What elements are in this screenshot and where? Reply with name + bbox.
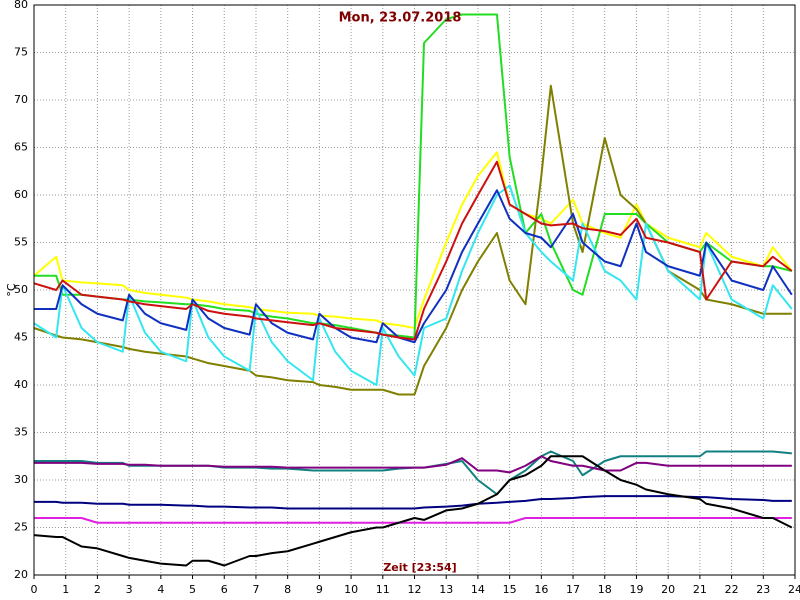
x-tick-label: 2 <box>94 583 101 596</box>
x-tick-label: 1 <box>62 583 69 596</box>
x-tick-label: 23 <box>756 583 770 596</box>
y-tick-label: 70 <box>14 93 28 106</box>
series-line <box>34 495 792 510</box>
x-tick-label: 11 <box>376 583 390 596</box>
series-line <box>33 184 793 386</box>
x-tick-label: 5 <box>189 583 196 596</box>
x-tick-label: 21 <box>693 583 707 596</box>
chart-title: Mon, 23.07.2018 <box>339 11 462 26</box>
y-tick-label: 35 <box>14 426 28 439</box>
series-line <box>33 151 793 329</box>
x-tick-label: 12 <box>408 583 422 596</box>
y-tick-label: 25 <box>14 521 28 534</box>
plot-lines <box>33 13 793 567</box>
series-line <box>33 455 793 567</box>
y-axis-label: °C <box>5 283 18 297</box>
y-tick-label: 20 <box>14 568 28 581</box>
x-tick-label: 0 <box>31 583 38 596</box>
y-tick-label: 65 <box>14 141 28 154</box>
y-tick-label: 30 <box>14 473 28 486</box>
y-tick-label: 55 <box>14 236 28 249</box>
x-axis-label: Zeit [23:54] <box>383 561 456 574</box>
x-tick-label: 20 <box>661 583 675 596</box>
x-tick-label: 13 <box>439 583 453 596</box>
x-tick-label: 14 <box>471 583 485 596</box>
x-tick-label: 17 <box>566 583 580 596</box>
x-tick-label: 4 <box>157 583 164 596</box>
x-tick-label: 7 <box>252 583 259 596</box>
x-tick-label: 19 <box>629 583 643 596</box>
y-tick-label: 60 <box>14 188 28 201</box>
x-tick-label: 15 <box>503 583 517 596</box>
y-tick-label: 75 <box>14 46 28 59</box>
x-tick-label: 16 <box>534 583 548 596</box>
series-line <box>33 160 793 341</box>
x-tick-label: 22 <box>725 583 739 596</box>
x-tick-label: 9 <box>316 583 323 596</box>
y-tick-label: 40 <box>14 378 28 391</box>
series-line <box>33 84 792 396</box>
x-tick-label: 24 <box>788 583 800 596</box>
series-line <box>34 13 793 339</box>
series-line <box>34 455 792 474</box>
x-tick-label: 3 <box>126 583 133 596</box>
y-tick-label: 50 <box>14 283 28 296</box>
x-tick-label: 6 <box>221 583 228 596</box>
x-tick-label: 10 <box>344 583 358 596</box>
x-tick-label: 18 <box>598 583 612 596</box>
y-tick-label: 80 <box>14 0 28 11</box>
y-tick-label: 45 <box>14 331 28 344</box>
x-tick-label: 8 <box>284 583 291 596</box>
